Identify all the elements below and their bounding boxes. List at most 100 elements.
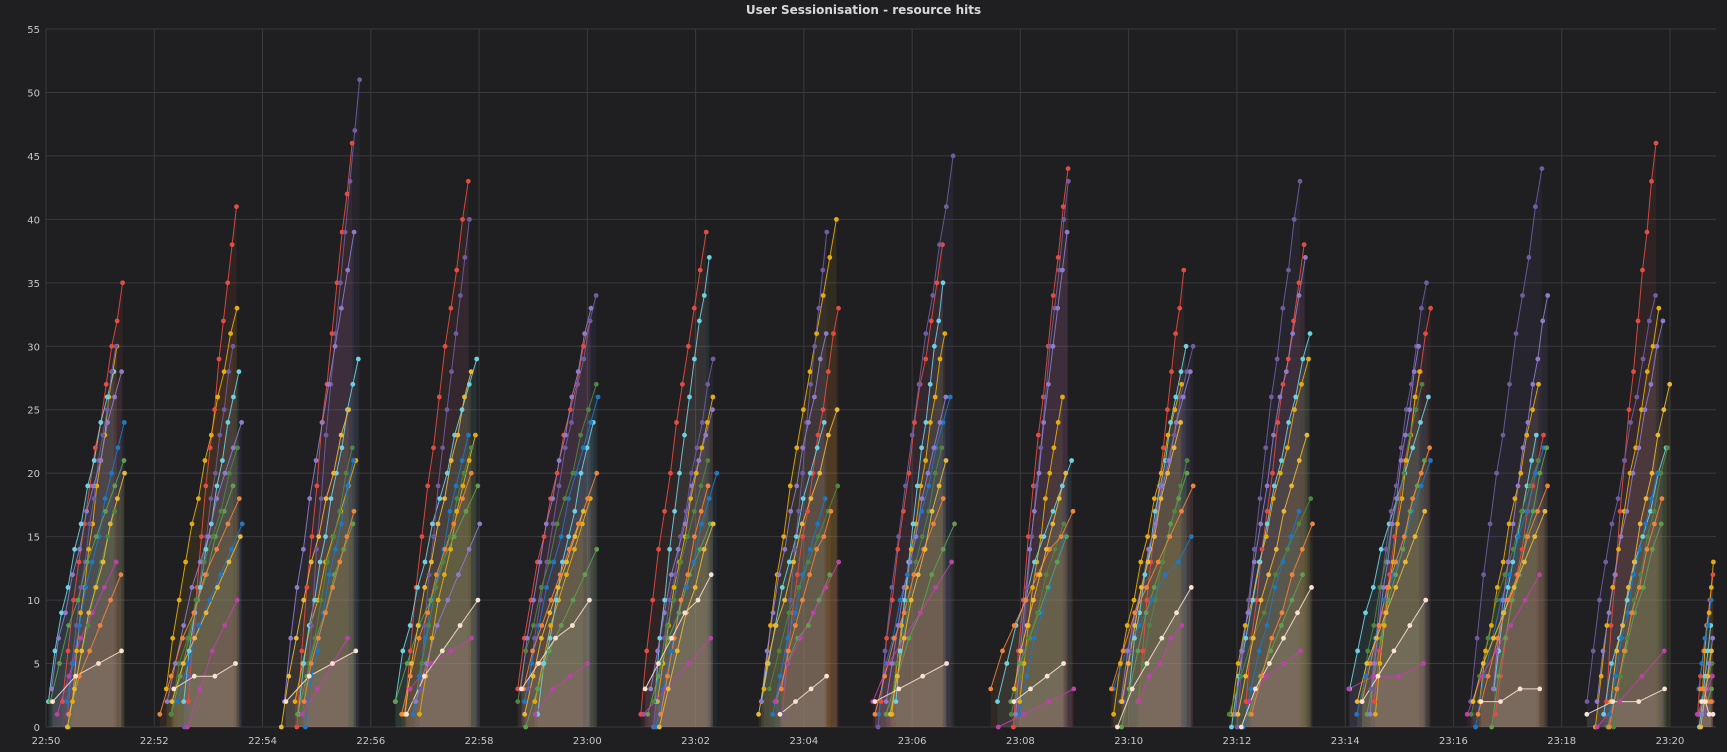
series-area [1010, 536, 1067, 727]
data-point [332, 343, 338, 349]
data-point [86, 610, 92, 616]
data-point [1285, 356, 1291, 362]
data-point [1541, 432, 1546, 438]
data-point [826, 432, 831, 438]
data-point [593, 381, 599, 387]
data-point [1149, 597, 1155, 603]
data-point [312, 635, 318, 641]
data-point [339, 521, 344, 527]
data-point [1500, 597, 1506, 603]
data-point [455, 432, 461, 438]
data-point [1140, 661, 1146, 666]
data-point [1709, 648, 1714, 654]
data-point [1545, 483, 1550, 489]
data-point [466, 546, 472, 552]
series-line [1237, 434, 1308, 715]
data-point [800, 445, 805, 451]
data-point [906, 470, 912, 476]
data-point [1146, 546, 1151, 552]
data-point [314, 546, 319, 552]
data-point [815, 432, 821, 438]
data-point [786, 610, 792, 616]
data-point [458, 293, 463, 298]
data-point [235, 445, 240, 451]
data-point [1138, 559, 1144, 565]
series-line [891, 333, 946, 715]
data-point [326, 381, 332, 387]
data-point [776, 572, 782, 578]
data-point [65, 585, 71, 590]
data-point [1267, 661, 1272, 666]
data-point [1424, 280, 1429, 286]
data-point [1250, 635, 1256, 641]
data-point [1414, 483, 1420, 489]
data-point [896, 686, 902, 692]
data-point [585, 496, 590, 501]
data-point [1640, 356, 1646, 362]
data-point [677, 470, 682, 476]
data-point [1412, 394, 1418, 400]
data-point [770, 711, 776, 717]
data-point [1604, 623, 1610, 628]
data-point [1386, 597, 1391, 603]
data-point [1184, 369, 1190, 375]
data-point [678, 534, 683, 539]
data-point [1273, 572, 1279, 578]
data-point [1468, 711, 1474, 717]
data-point [221, 369, 227, 375]
data-point [237, 534, 243, 539]
data-point [1226, 711, 1232, 717]
data-point [315, 648, 320, 654]
data-point [908, 546, 914, 552]
data-point [1624, 635, 1630, 641]
data-point [570, 470, 576, 476]
data-point [1132, 610, 1138, 616]
data-point [901, 610, 907, 616]
data-point [546, 559, 552, 565]
data-point [697, 267, 703, 273]
data-point [1030, 585, 1035, 590]
data-point [221, 407, 227, 413]
data-point [810, 610, 816, 616]
data-point [940, 280, 946, 286]
data-point [1159, 559, 1165, 565]
series-area [521, 600, 590, 727]
data-point [1373, 711, 1378, 717]
y-tick-label: 45 [27, 152, 40, 163]
data-point [541, 661, 547, 666]
data-point [582, 572, 588, 578]
data-point [186, 673, 192, 679]
data-point [1375, 673, 1381, 679]
data-point [1289, 572, 1295, 578]
data-point [228, 546, 234, 552]
data-point [230, 483, 236, 489]
data-point [309, 534, 315, 539]
series-area [659, 523, 714, 727]
data-point [453, 483, 459, 489]
series-line [1702, 561, 1714, 689]
data-point [530, 673, 536, 679]
data-point [680, 381, 685, 387]
data-point [112, 483, 118, 489]
data-point [550, 496, 556, 501]
data-point [1511, 585, 1517, 590]
data-point [1283, 369, 1289, 375]
data-point [553, 597, 559, 603]
data-point [1594, 699, 1600, 704]
data-point [703, 432, 709, 438]
data-point [96, 661, 101, 666]
data-point [1649, 178, 1654, 184]
data-point [836, 305, 841, 311]
data-point [943, 394, 949, 400]
data-point [1601, 711, 1607, 717]
data-point [1417, 369, 1422, 375]
data-point [1636, 445, 1642, 451]
data-point [392, 699, 398, 704]
data-point [1419, 381, 1425, 387]
data-point [585, 661, 590, 666]
data-point [823, 331, 829, 336]
data-point [1119, 724, 1124, 730]
data-point [351, 458, 356, 463]
data-point [1147, 623, 1152, 628]
data-point [230, 343, 236, 349]
